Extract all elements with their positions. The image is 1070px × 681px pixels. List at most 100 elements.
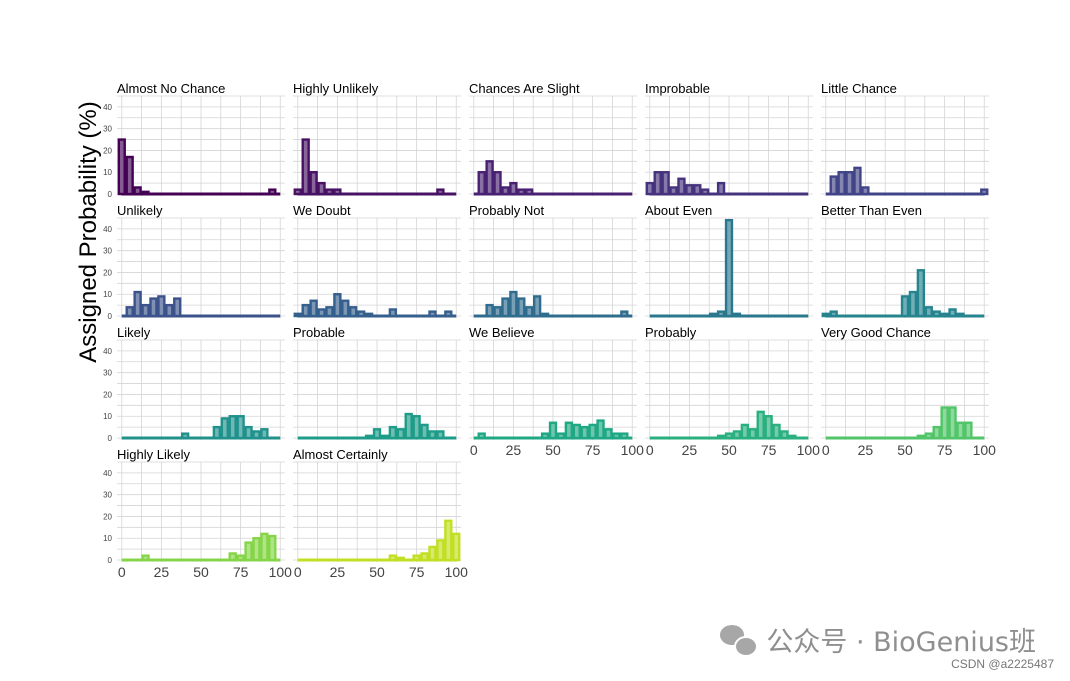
histogram-bar (829, 310, 838, 318)
panel-title: Little Chance (821, 81, 897, 96)
histogram-bar (436, 539, 445, 562)
histogram-bar (916, 434, 926, 440)
y-tick-label: 10 (103, 168, 112, 177)
y-tick-label: 30 (103, 491, 112, 500)
histogram-bar (396, 556, 405, 562)
histogram-bar (588, 423, 597, 440)
histogram-bar (501, 297, 510, 318)
histogram-bar (325, 188, 334, 196)
histogram-bar (821, 312, 830, 318)
histogram-bar (236, 415, 245, 440)
panel-title: We Doubt (293, 203, 351, 218)
histogram-bar (165, 303, 174, 318)
panel-title: Probably (645, 325, 697, 340)
histogram-bar (220, 417, 229, 440)
y-tick-label: 30 (103, 125, 112, 134)
y-tick-label: 10 (103, 290, 112, 299)
histogram-bar (236, 554, 245, 562)
histogram-bar (620, 432, 629, 440)
histogram-bar (924, 306, 933, 318)
x-tick-label: 75 (409, 564, 425, 580)
histogram-bar (788, 434, 797, 440)
panel-title: Very Good Chance (821, 325, 931, 340)
histogram-bar (669, 186, 678, 196)
histogram-bar (244, 425, 253, 440)
x-tick-label: 100 (797, 442, 821, 458)
x-tick-label: 0 (822, 442, 830, 458)
histogram-bar (388, 554, 398, 562)
y-tick-label: 30 (103, 247, 112, 256)
facet-panel: Improbable (645, 81, 813, 196)
histogram-bar (485, 303, 494, 318)
histogram-bar (829, 175, 838, 196)
histogram-bar (724, 218, 734, 318)
panel-title: Probable (293, 325, 345, 340)
histogram-bar (756, 410, 765, 440)
histogram-bar (732, 312, 742, 318)
histogram-bar (141, 303, 150, 318)
x-tick-label: 75 (233, 564, 249, 580)
histogram-bar (661, 171, 670, 196)
histogram-bar (509, 181, 518, 196)
histogram-bar (837, 171, 846, 196)
x-tick-label: 50 (897, 442, 913, 458)
histogram-bar (301, 138, 310, 196)
histogram-bar (141, 554, 150, 562)
histogram-bar (924, 432, 933, 440)
x-tick-label: 0 (646, 442, 654, 458)
histogram-bar (493, 306, 502, 318)
histogram-bar (428, 310, 437, 318)
facet-panel: Almost Certainly 0 25 50 75 100 (293, 447, 468, 580)
histogram-bar (940, 312, 949, 318)
histogram-bar (572, 423, 581, 440)
x-tick-label: 25 (858, 442, 874, 458)
facet-panel: Probably Not (469, 203, 637, 318)
facet-panel: Better Than Even (821, 203, 989, 318)
facet-panel: Little Chance (821, 81, 989, 196)
x-tick-label: 25 (154, 564, 170, 580)
facet-panel: We Believe 0 25 50 75 100 (469, 325, 644, 458)
facet-panel: About Even (645, 203, 813, 318)
histogram-bar (693, 184, 702, 196)
histogram-bar (653, 171, 662, 196)
histogram-bar (452, 532, 461, 562)
y-tick-label: 40 (103, 469, 112, 478)
y-tick-label: 0 (108, 190, 113, 199)
histogram-bar (141, 190, 150, 196)
histogram-bar (900, 295, 910, 318)
histogram-bar (932, 425, 941, 440)
panel-title: We Believe (469, 325, 535, 340)
facet-panel: Chances Are Slight (469, 81, 637, 196)
histogram-bar (436, 430, 445, 440)
histogram-bar (364, 434, 374, 440)
histogram-bar (740, 423, 750, 440)
facet-panel: Unlikely 0 10 20 30 40 (103, 203, 285, 321)
histogram-bar (525, 306, 534, 318)
histogram-bar (125, 155, 134, 196)
x-tick-label: 0 (470, 442, 478, 458)
panel-title: Likely (117, 325, 151, 340)
histogram-bar (125, 306, 134, 318)
y-tick-label: 30 (103, 369, 112, 378)
facet-panel: Likely 0 10 20 30 40 (103, 325, 285, 443)
y-tick-label: 20 (103, 146, 112, 155)
x-tick-label: 100 (445, 564, 469, 580)
histogram-bar (268, 188, 277, 196)
histogram-bar (301, 303, 310, 318)
histogram-bar (268, 534, 277, 562)
x-tick-label: 100 (973, 442, 997, 458)
histogram-bar (916, 269, 926, 318)
x-tick-label: 75 (937, 442, 953, 458)
histogram-bar (436, 188, 445, 196)
y-tick-label: 20 (103, 390, 112, 399)
histogram-bar (580, 425, 589, 440)
histogram-bar (149, 297, 158, 318)
histogram-bar (645, 181, 654, 196)
x-tick-label: 0 (294, 564, 302, 580)
watermark: 公众号 · BioGenius班 (720, 620, 1036, 659)
histogram-bar (716, 181, 726, 196)
x-tick-label: 100 (621, 442, 645, 458)
facet-panel: Almost No Chance 0 10 20 30 40 (103, 81, 285, 199)
histogram-bar (948, 406, 957, 440)
facet-panel: Very Good Chance 0 25 50 75 100 (821, 325, 996, 458)
